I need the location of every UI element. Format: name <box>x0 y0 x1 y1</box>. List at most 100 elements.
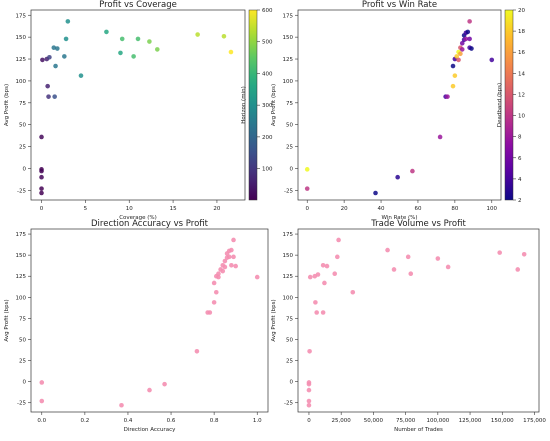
colorbar-tick-label: 200 <box>262 135 273 141</box>
y-tick-label: 0 <box>290 166 294 172</box>
x-tick-label: 0.6 <box>167 418 176 424</box>
data-point <box>497 250 502 255</box>
data-point <box>304 167 310 172</box>
x-tick-label: 75,000 <box>396 418 416 424</box>
y-tick-label: 100 <box>283 79 294 85</box>
x-tick-label: 50,000 <box>364 418 384 424</box>
colorbar-tick-label: 8 <box>518 135 522 141</box>
x-tick-label: 0.8 <box>210 418 219 424</box>
data-point <box>131 54 136 59</box>
data-point <box>221 33 227 39</box>
data-point <box>515 267 521 272</box>
y-tick-label: 125 <box>283 57 294 63</box>
data-point <box>467 19 472 24</box>
data-point <box>332 271 338 276</box>
data-point <box>46 94 51 99</box>
data-point <box>437 134 443 140</box>
x-tick-label: 175,000 <box>523 418 546 424</box>
data-point <box>314 310 319 315</box>
data-point <box>65 19 71 24</box>
data-point <box>213 289 219 295</box>
data-point <box>231 254 236 260</box>
x-tick-label: 100,000 <box>426 418 449 424</box>
data-point <box>454 54 460 59</box>
colorbar-tick-label: 2 <box>518 198 522 204</box>
data-point <box>254 274 260 280</box>
y-tick-label: 0 <box>23 380 27 386</box>
x-tick-label: 20 <box>213 206 220 212</box>
y-tick-label: 75 <box>286 316 293 322</box>
y-tick-label: 100 <box>16 295 27 301</box>
colorbar-tick-label: 600 <box>262 8 273 14</box>
x-tick-label: 10 <box>126 206 133 212</box>
x-tick-label: 5 <box>84 206 88 212</box>
data-point <box>405 254 411 260</box>
data-point <box>306 398 312 404</box>
colorbar-tick-label: 14 <box>518 71 525 77</box>
colorbar-scale <box>248 9 258 201</box>
y-tick-label: 25 <box>19 359 26 365</box>
data-point <box>47 54 52 60</box>
y-axis-label: Avg Profit (bps) <box>271 84 277 126</box>
data-point <box>452 73 458 78</box>
data-point <box>147 387 152 393</box>
data-point <box>521 251 527 257</box>
data-point <box>320 262 326 268</box>
y-tick-label: 75 <box>19 316 26 322</box>
data-point <box>435 256 441 261</box>
data-point <box>39 174 44 180</box>
colorbar-scale <box>504 9 514 201</box>
x-tick-label: 80 <box>451 206 458 212</box>
x-axis-label: Number of Trades <box>394 427 443 433</box>
y-tick-label: 175 <box>16 13 27 19</box>
data-point <box>463 36 469 42</box>
y-axis-label: Avg Profit (bps) <box>4 299 10 341</box>
data-point <box>207 310 213 315</box>
data-point <box>322 280 327 286</box>
data-point <box>63 36 69 42</box>
data-point <box>373 190 378 196</box>
colorbar: 2 4 6 8 10 12 14 16 18 20 Deadband (bps) <box>497 8 525 204</box>
data-point <box>154 47 160 52</box>
data-point <box>467 36 472 42</box>
plot-frame <box>297 9 502 201</box>
colorbar-tick-label: 20 <box>518 8 525 14</box>
x-tick-label: 0.0 <box>37 418 46 424</box>
data-point <box>350 289 356 295</box>
data-point <box>222 264 228 270</box>
data-point <box>195 32 200 37</box>
data-point <box>220 268 226 274</box>
y-tick-label: 100 <box>283 295 294 301</box>
x-axis-label: Win Rate (%) <box>382 215 418 221</box>
x-axis-label: Direction Accuracy <box>124 427 176 433</box>
x-tick-label: 150,000 <box>491 418 514 424</box>
x-tick-label: 15 <box>170 206 177 212</box>
y-tick-label: 25 <box>286 359 293 365</box>
y-tick-label: 175 <box>16 232 27 238</box>
data-point <box>118 50 123 56</box>
data-point <box>459 47 465 52</box>
data-point <box>147 39 152 44</box>
chart-title: Profit vs Coverage <box>99 0 177 10</box>
data-point <box>194 348 200 354</box>
y-tick-label: 125 <box>16 57 27 63</box>
x-tick-label: 0.4 <box>124 418 133 424</box>
scatter-points <box>306 237 527 408</box>
scatter-points <box>304 19 495 196</box>
data-point <box>226 254 232 260</box>
data-point <box>162 381 167 387</box>
colorbar: 100 200 300 400 500 600 Horizon (min) <box>241 8 273 201</box>
colorbar-tick-label: 500 <box>262 40 273 46</box>
data-point <box>78 73 84 78</box>
data-point <box>51 45 57 50</box>
y-tick-label: -25 <box>284 188 293 194</box>
data-point <box>135 36 141 42</box>
colorbar-tick-label: 10 <box>518 114 525 120</box>
y-tick-label: 150 <box>16 253 27 259</box>
data-point <box>450 83 456 89</box>
colorbar-tick-label: 18 <box>518 29 525 35</box>
plot-frame <box>297 228 540 413</box>
y-tick-label: -25 <box>17 188 26 194</box>
y-tick-label: 100 <box>16 79 27 85</box>
